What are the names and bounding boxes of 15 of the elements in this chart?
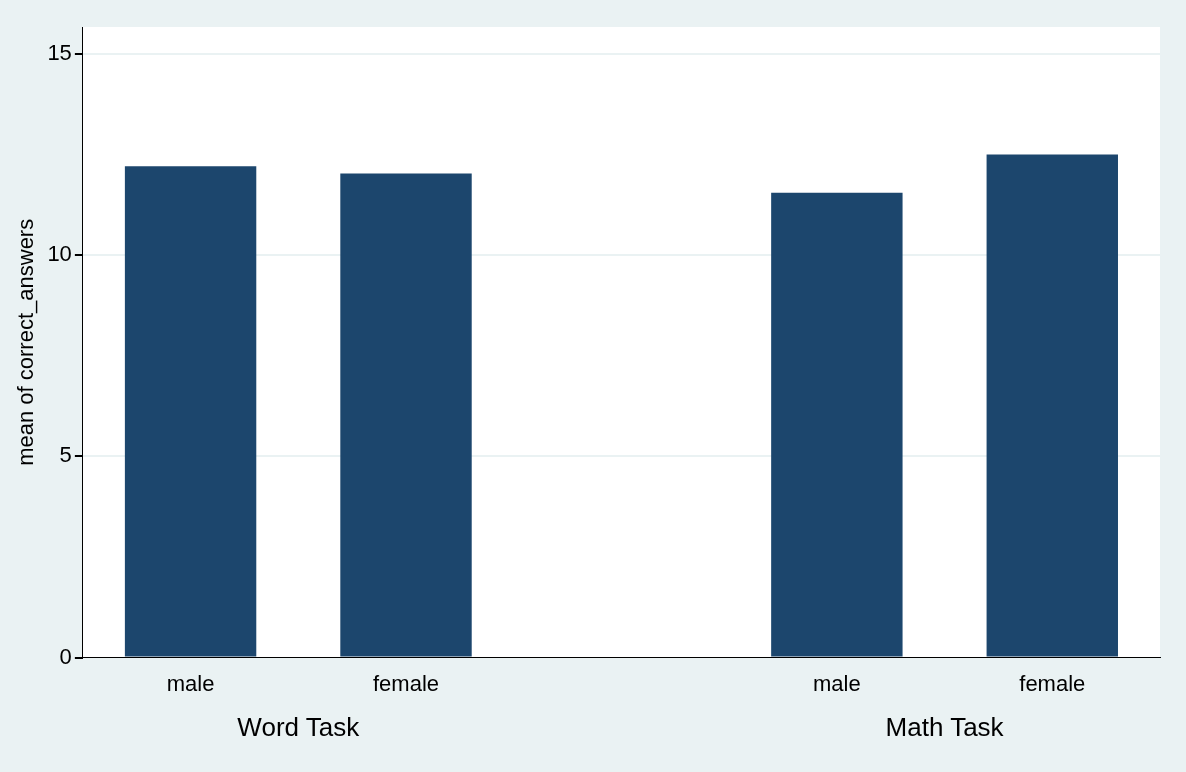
y-tick-label: 5: [59, 442, 72, 468]
bar: [986, 154, 1118, 657]
text: Word Task: [237, 711, 361, 742]
text: Math Task: [885, 711, 1005, 742]
y-axis-title: mean of correct_answers: [13, 218, 39, 466]
bar: [771, 192, 903, 657]
x-tick-label: male: [813, 670, 861, 696]
y-tick-label: 15: [47, 40, 72, 66]
x-tick-label: female: [1019, 670, 1086, 696]
x-tick-label: female: [372, 670, 440, 696]
x-tick-label: male: [166, 670, 215, 696]
bar: [340, 173, 472, 657]
bar: [124, 166, 257, 657]
y-tick-label: 10: [47, 241, 72, 267]
y-tick-label: 0: [59, 643, 72, 669]
